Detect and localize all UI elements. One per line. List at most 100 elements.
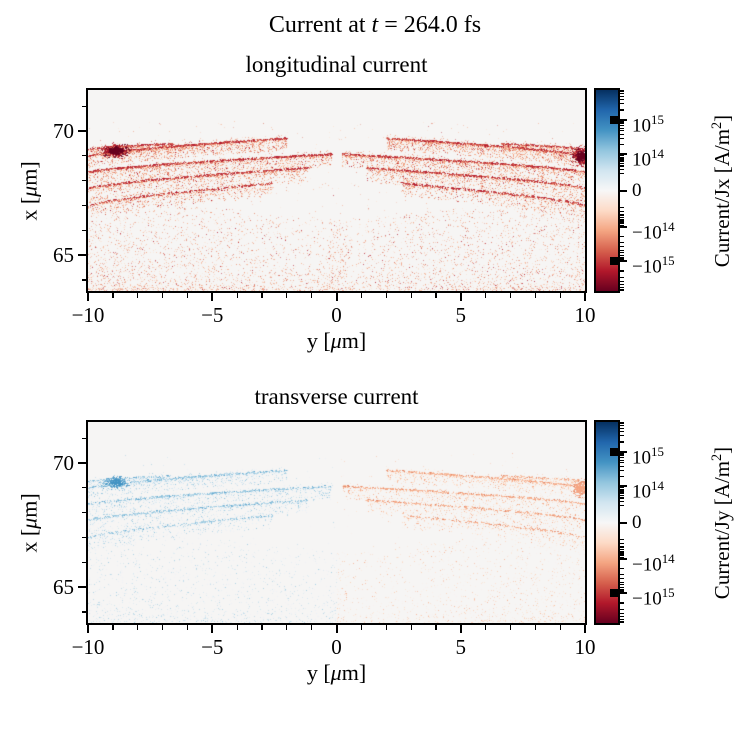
x-minor-tick-mark <box>485 625 487 630</box>
colorbar-minor-tick-mark <box>620 556 624 559</box>
colorbar-minor-tick-mark <box>620 214 624 216</box>
colorbar-minor-tick-mark <box>620 621 624 623</box>
colorbar-minor-tick-mark <box>620 453 624 455</box>
colorbar-minor-tick-mark <box>620 109 624 111</box>
colorbar-minor-tick-mark <box>620 143 624 145</box>
colorbar-minor-tick-mark <box>620 555 624 557</box>
subplot2-colorbar-label: Current/Jy [A/m2] <box>709 446 734 600</box>
colorbar-minor-tick-mark <box>620 465 624 467</box>
colorbar-extreme-tick-nub <box>610 116 618 125</box>
colorbar-minor-tick-mark <box>620 551 624 553</box>
x-minor-tick-mark <box>112 625 114 630</box>
x-minor-tick-mark <box>509 625 512 630</box>
y-minor-tick-mark <box>81 512 86 514</box>
colorbar-minor-tick-mark <box>620 165 624 167</box>
x-tick-mark <box>211 293 214 301</box>
x-tick-mark <box>584 625 586 633</box>
x-tick-label: 5 <box>455 303 467 327</box>
colorbar-minor-tick-mark <box>620 173 624 175</box>
y-minor-tick-mark <box>81 561 86 563</box>
x-minor-tick-mark <box>559 293 561 298</box>
colorbar-minor-tick-mark <box>620 459 624 461</box>
x-tick-label: −10 <box>71 303 105 327</box>
x-minor-tick-mark <box>485 293 487 298</box>
colorbar-minor-tick-mark <box>620 469 624 471</box>
y-tick-label: 65 <box>53 243 74 268</box>
colorbar-tick-label: −1015 <box>632 252 675 277</box>
colorbar-minor-tick-mark <box>620 130 624 132</box>
colorbar-minor-tick-mark <box>620 492 624 494</box>
colorbar-minor-tick-mark <box>620 553 624 555</box>
colorbar-extreme-tick-nub <box>610 448 618 457</box>
colorbar-minor-tick-mark <box>620 284 624 286</box>
x-minor-tick-mark <box>435 625 437 630</box>
colorbar-minor-tick-mark <box>620 92 624 94</box>
x-tick-mark <box>584 293 586 301</box>
colorbar-minor-tick-mark <box>620 500 624 503</box>
subplot1-colorbar-label: Current/Jx [A/m2] <box>709 114 734 268</box>
x-minor-tick-mark <box>162 625 164 630</box>
x-minor-tick-mark <box>162 293 164 298</box>
x-minor-tick-mark <box>261 625 263 630</box>
colorbar-tick-mark <box>620 259 627 262</box>
colorbar-tick-label: −1015 <box>632 584 675 609</box>
colorbar-minor-tick-mark <box>620 125 624 127</box>
colorbar-minor-tick-mark <box>620 162 624 164</box>
y-minor-tick-mark <box>81 229 86 231</box>
y-minor-tick-mark <box>81 437 86 439</box>
y-minor-tick-mark <box>81 487 86 489</box>
x-tick-label: 0 <box>331 303 342 327</box>
colorbar-minor-tick-mark <box>620 123 624 125</box>
colorbar-minor-tick-mark <box>620 490 624 492</box>
colorbar-minor-tick-mark <box>620 584 624 586</box>
colorbar-minor-tick-mark <box>620 160 624 162</box>
figure-title: Current at t = 264.0 fs <box>268 12 482 38</box>
colorbar-minor-tick-mark <box>620 127 624 129</box>
colorbar-extreme-tick-nub <box>610 588 618 597</box>
colorbar-tick-mark <box>620 521 627 524</box>
x-minor-tick-mark <box>236 625 238 630</box>
x-tick-label: −10 <box>71 635 105 659</box>
subplot1-xlabel: y [μm] <box>306 328 367 353</box>
colorbar-tick-label: −1014 <box>632 218 675 244</box>
colorbar-minor-tick-mark <box>620 574 624 576</box>
y-minor-tick-mark <box>81 155 86 157</box>
colorbar-minor-tick-mark <box>620 546 624 548</box>
colorbar-minor-tick-mark <box>620 242 624 244</box>
y-minor-tick-mark <box>81 536 86 539</box>
colorbar-minor-tick-mark <box>620 276 624 278</box>
colorbar-tick-label: 1014 <box>632 146 664 171</box>
colorbar-minor-tick-mark <box>620 542 624 545</box>
colorbar-minor-tick-mark <box>620 619 624 621</box>
colorbar-minor-tick-mark <box>620 221 624 223</box>
x-minor-tick-mark <box>385 625 387 630</box>
colorbar-minor-tick-mark <box>620 219 624 221</box>
colorbar-minor-tick-mark <box>620 455 624 457</box>
colorbar-minor-tick-mark <box>620 488 624 490</box>
colorbar-minor-tick-mark <box>620 549 624 551</box>
colorbar-minor-tick-mark <box>620 586 624 588</box>
x-tick-label: −5 <box>201 303 224 327</box>
subplot2-xlabel: y [μm] <box>306 660 367 685</box>
y-minor-tick-mark <box>81 105 86 107</box>
x-tick-mark <box>335 293 338 301</box>
x-minor-tick-mark <box>435 293 437 298</box>
x-tick-mark <box>211 625 214 633</box>
x-minor-tick-mark <box>360 625 363 630</box>
colorbar-minor-tick-mark <box>620 224 624 227</box>
x-tick-label: 0 <box>331 635 342 659</box>
subplot1-title: longitudinal current <box>245 52 428 77</box>
colorbar-minor-tick-mark <box>620 249 624 251</box>
x-minor-tick-mark <box>385 293 387 298</box>
x-minor-tick-mark <box>410 625 412 630</box>
colorbar-tick-mark <box>620 557 627 560</box>
colorbar-minor-tick-mark <box>620 612 624 615</box>
colorbar-tick-label: 0 <box>632 179 642 201</box>
x-minor-tick-mark <box>261 293 263 298</box>
x-minor-tick-mark <box>286 625 288 630</box>
colorbar-tick-mark <box>620 189 627 192</box>
y-tick-mark <box>78 129 86 132</box>
y-minor-tick-mark <box>81 611 86 613</box>
x-minor-tick-mark <box>534 293 536 298</box>
x-minor-tick-mark <box>534 625 536 630</box>
